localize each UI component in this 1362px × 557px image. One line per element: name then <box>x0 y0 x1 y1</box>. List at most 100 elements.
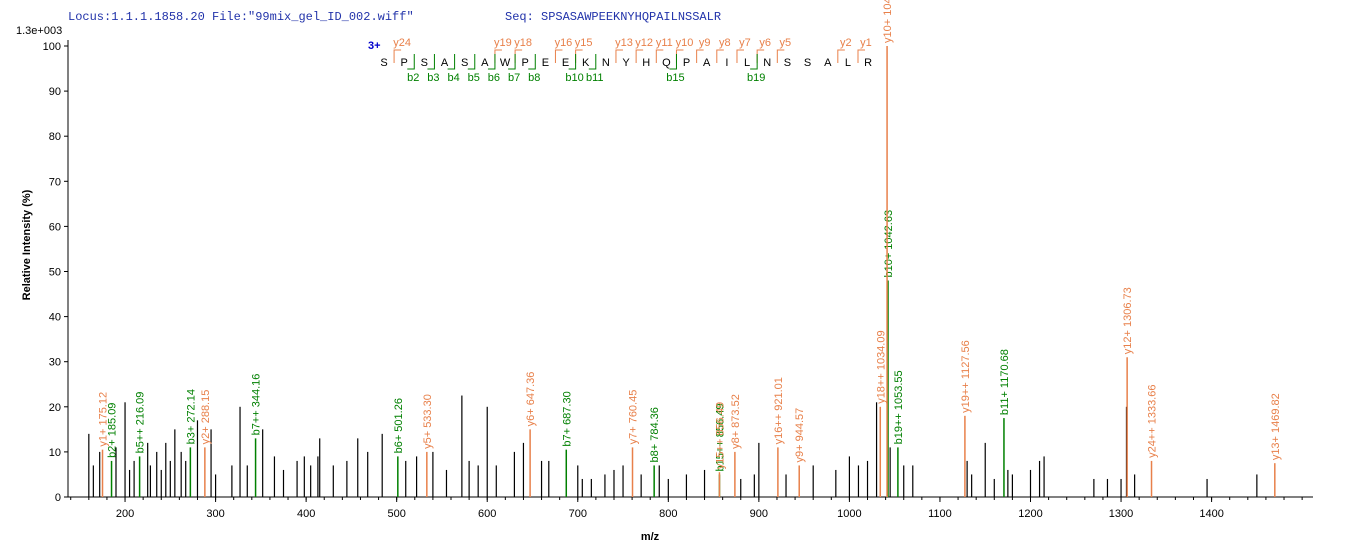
b-bracket <box>467 54 476 70</box>
residue: S <box>784 57 791 69</box>
ion-label: b3+ 272.14 <box>185 389 197 444</box>
residue: R <box>864 57 872 69</box>
ion-label: y8+ 873.52 <box>730 394 742 449</box>
x-tick-label: 1300 <box>1109 508 1133 520</box>
y-tick-label: 70 <box>49 176 61 188</box>
residue: P <box>400 57 407 69</box>
y-tick-label: 30 <box>49 357 61 369</box>
ion-label: b8+ 784.36 <box>649 407 661 462</box>
y-ion-marker: y18 <box>514 37 532 49</box>
x-tick-label: 200 <box>116 508 134 520</box>
b-bracket <box>508 54 516 70</box>
x-axis-label: m/z <box>641 531 660 543</box>
y-ion-marker: y2 <box>840 37 852 49</box>
residue: I <box>725 57 728 69</box>
b-bracket <box>407 54 415 70</box>
y-bracket <box>635 49 644 63</box>
y-axis-label: Relative Intensity (%) <box>21 189 33 300</box>
residue: N <box>763 57 771 69</box>
y-ion-marker: y6 <box>759 37 771 49</box>
ion-label: y10+ 1041.60 <box>882 0 894 43</box>
ion-label: b10+ 1042.63 <box>883 210 895 278</box>
y-ion-marker: y12 <box>635 37 653 49</box>
y-bracket <box>716 49 724 63</box>
y-bracket <box>393 49 402 63</box>
x-tick-label: 300 <box>206 508 224 520</box>
y-tick-label: 100 <box>43 41 61 53</box>
x-tick-label: 500 <box>388 508 406 520</box>
ion-label: y19++ 1127.56 <box>960 340 972 413</box>
y-bracket <box>837 49 845 63</box>
y-bracket <box>857 49 865 63</box>
y-tick-label: 90 <box>49 86 61 98</box>
residue: A <box>703 57 711 69</box>
y-tick-label: 80 <box>49 131 61 143</box>
ion-label: b15++ 856.49 <box>714 404 726 472</box>
residue: H <box>642 57 650 69</box>
x-tick-label: 600 <box>478 508 496 520</box>
ion-label: y12+ 1306.73 <box>1122 287 1134 354</box>
ion-label: b5++ 216.09 <box>135 392 147 454</box>
ion-label: y7+ 760.45 <box>628 390 640 445</box>
residue: W <box>500 57 511 69</box>
y-scale-label: 1.3e+003 <box>16 25 62 37</box>
residue: L <box>845 57 851 69</box>
residue: N <box>602 57 610 69</box>
b-ion-marker: b19 <box>747 72 765 84</box>
b-bracket <box>528 54 536 70</box>
residue: A <box>824 57 832 69</box>
b-ion-marker: b15 <box>666 72 684 84</box>
y-tick-label: 40 <box>49 312 61 324</box>
y-ion-marker: y24 <box>393 37 411 49</box>
b-ion-marker: b5 <box>468 72 480 84</box>
y-ion-marker: y10 <box>676 37 694 49</box>
ion-label: y1+ 175.12 <box>98 392 110 447</box>
ion-label: y2+ 288.15 <box>200 390 212 445</box>
x-tick-label: 1200 <box>1018 508 1042 520</box>
b-bracket <box>669 54 677 70</box>
y-bracket <box>696 49 704 63</box>
b-ion-marker: b4 <box>447 72 459 84</box>
chart-title: Locus:1.1.1.1858.20 File:"99mix_gel_ID_0… <box>68 10 414 24</box>
y-ion-marker: y8 <box>719 37 731 49</box>
residue: A <box>481 57 489 69</box>
b-bracket <box>427 54 435 70</box>
y-tick-label: 0 <box>55 492 61 504</box>
residue: K <box>582 57 590 69</box>
x-tick-label: 1000 <box>837 508 861 520</box>
x-tick-label: 1400 <box>1199 508 1223 520</box>
b-bracket <box>568 54 577 70</box>
ion-label: y16++ 921.01 <box>773 377 785 444</box>
x-tick-label: 1100 <box>928 508 952 520</box>
residue: L <box>744 57 750 69</box>
residue: S <box>380 57 387 69</box>
chart-subtitle: Seq: SPSASAWPEEKNYHQPAILNSSALR <box>505 10 721 24</box>
y-tick-label: 50 <box>49 267 61 279</box>
y-tick-label: 60 <box>49 221 61 233</box>
y-ion-marker: y11 <box>656 37 673 49</box>
ion-label: y15++ 856.49 <box>714 402 726 469</box>
residue: S <box>421 57 428 69</box>
b-ion-marker: b10 <box>565 72 583 84</box>
ion-label: y13+ 1469.82 <box>1270 393 1282 460</box>
y-ion-marker: y9 <box>699 37 711 49</box>
residue: A <box>441 57 449 69</box>
ion-label: b7+ 687.30 <box>561 391 573 446</box>
b-bracket <box>447 54 456 70</box>
residue: E <box>542 57 549 69</box>
ion-label: b7++ 344.16 <box>251 374 263 436</box>
residue: E <box>562 57 569 69</box>
residue: Y <box>622 57 630 69</box>
y-tick-label: 10 <box>49 447 61 459</box>
residue: P <box>522 57 529 69</box>
b-bracket <box>487 54 496 70</box>
ion-label: y24++ 1333.66 <box>1147 385 1159 458</box>
residue: Q <box>662 57 671 69</box>
x-tick-label: 400 <box>297 508 315 520</box>
b-ion-marker: b2 <box>407 72 419 84</box>
ion-label: b11+ 1170.68 <box>999 349 1011 415</box>
y-ion-marker: y16 <box>555 37 573 49</box>
x-tick-label: 800 <box>659 508 677 520</box>
y-ion-marker: y1 <box>860 37 872 49</box>
